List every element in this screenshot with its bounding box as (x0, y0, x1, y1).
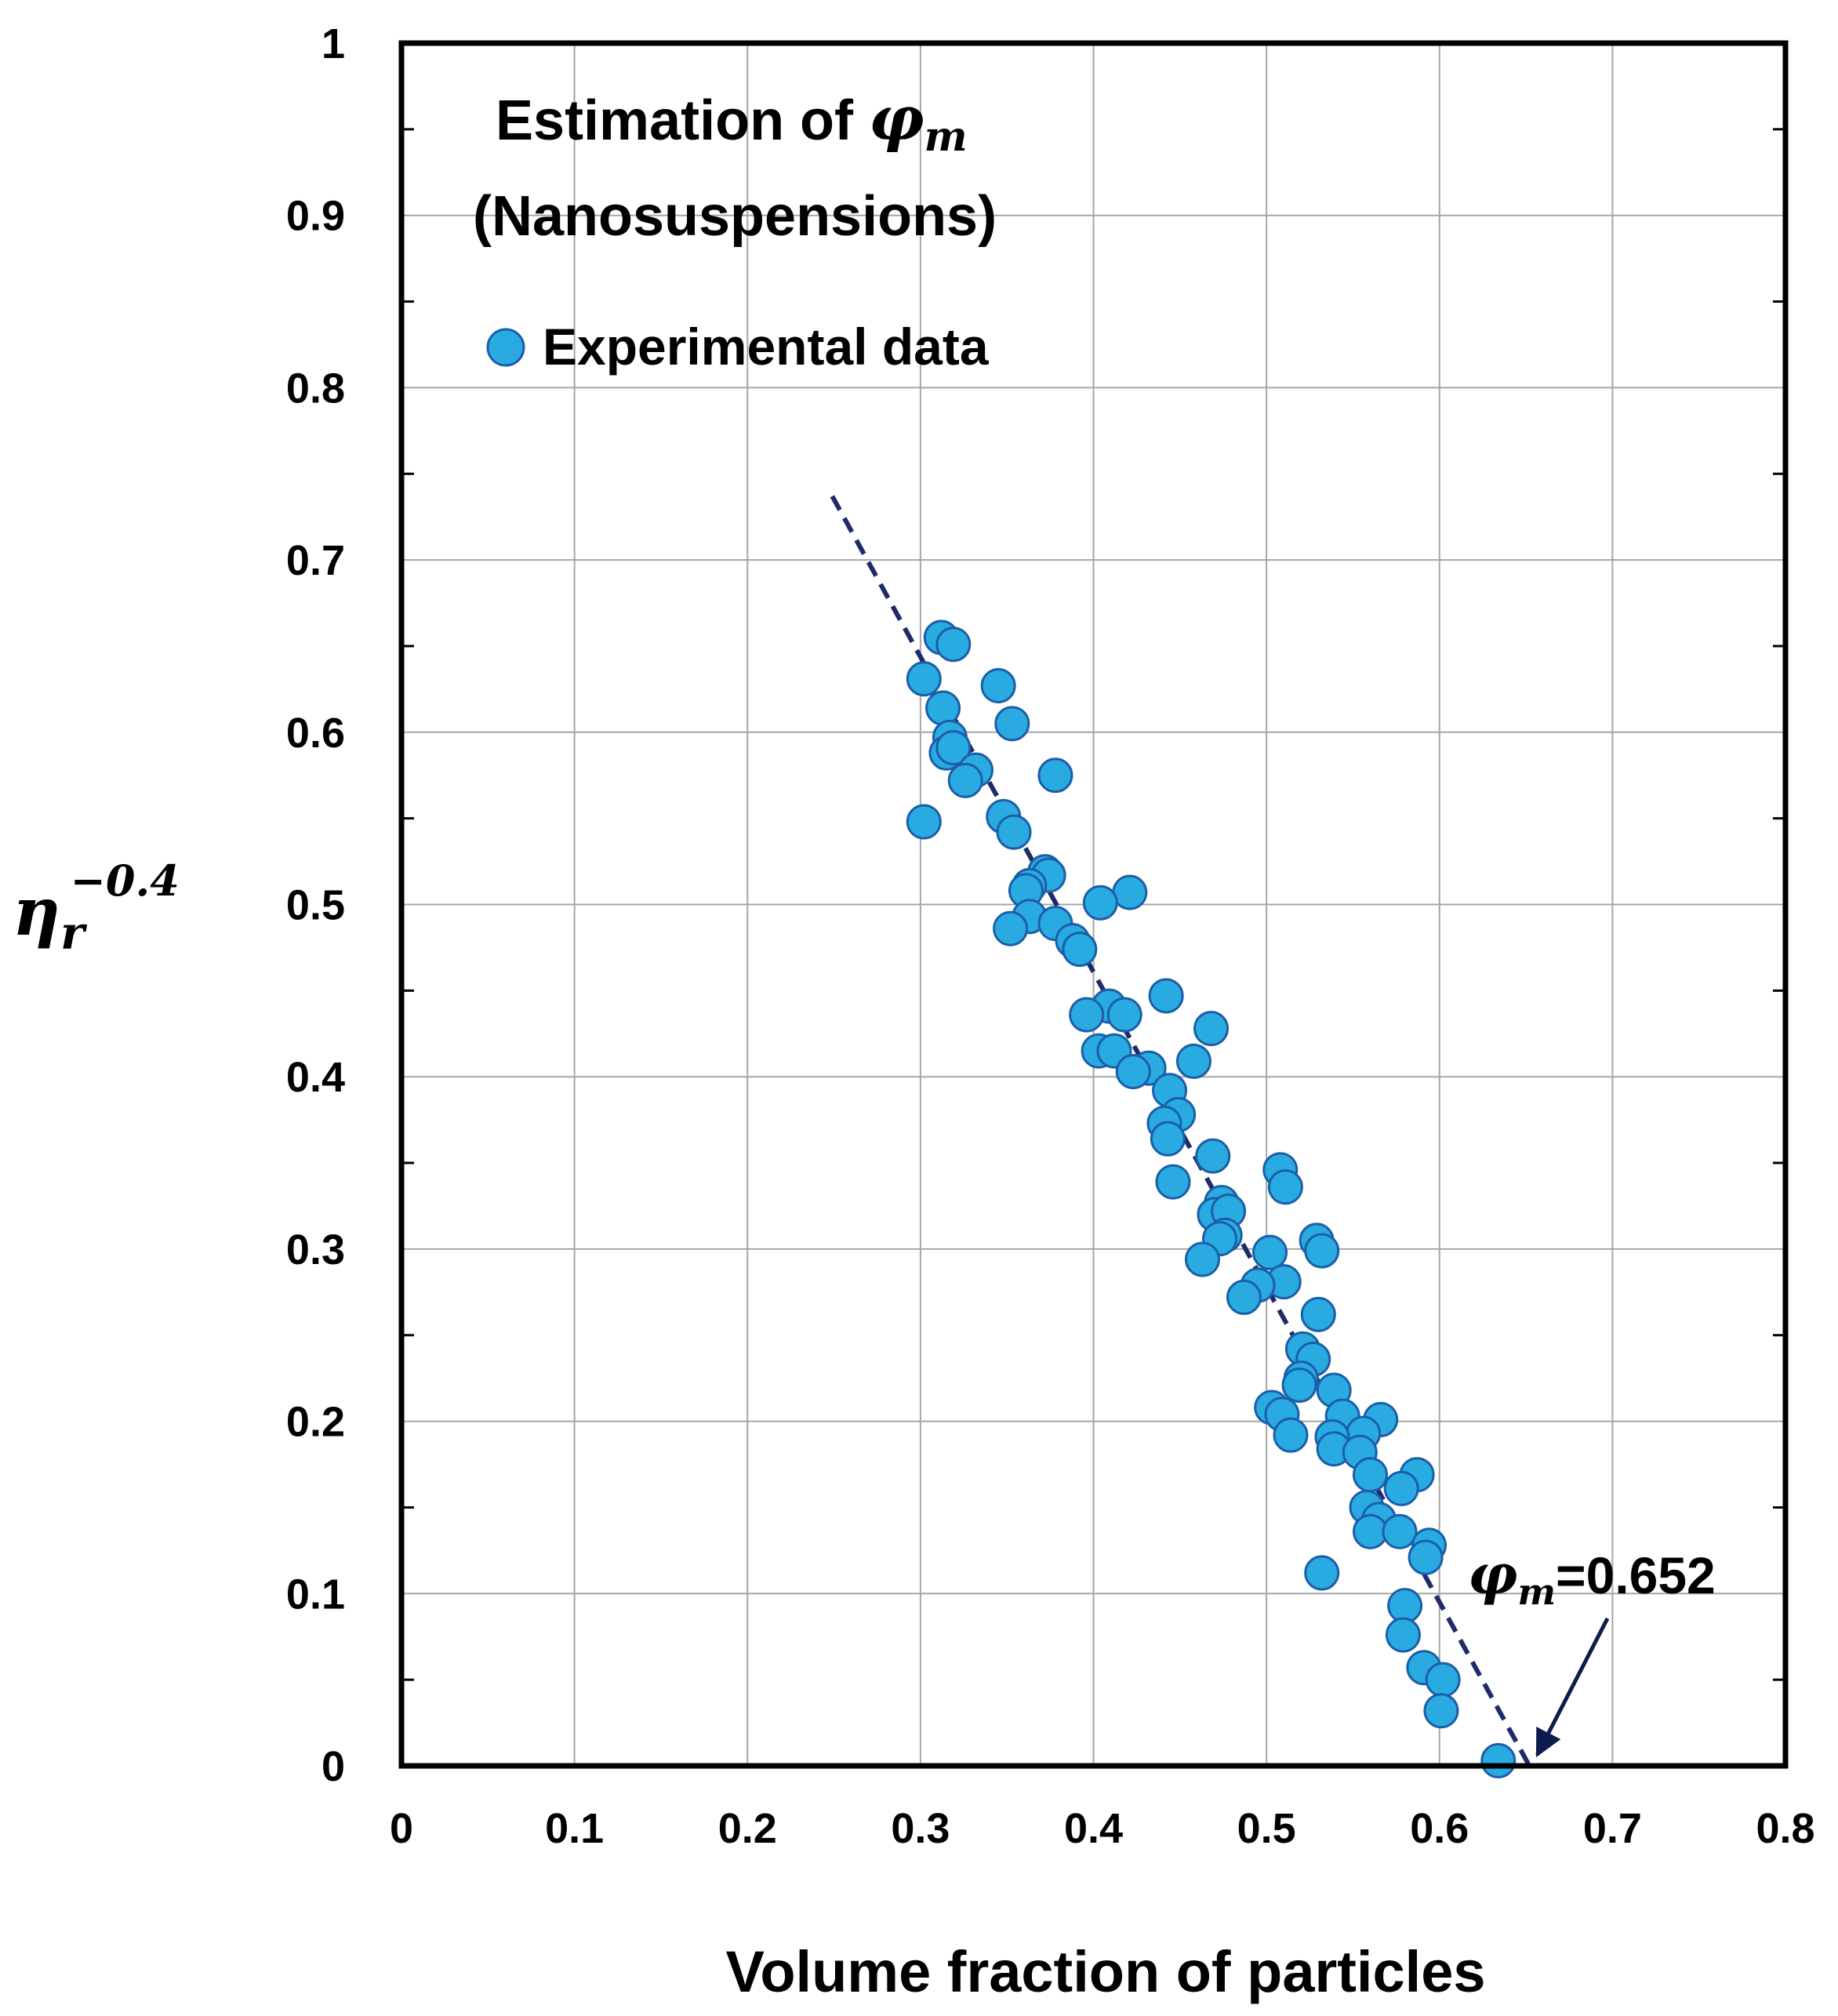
y-tick-label: 0.7 (286, 537, 345, 584)
y-tick-label: 0.8 (286, 365, 345, 412)
y-axis-title-sub: r (60, 906, 88, 960)
y-tick-label: 0.1 (286, 1571, 345, 1618)
data-point (935, 730, 972, 766)
data-point (1112, 874, 1148, 910)
x-tick-label: 0.2 (718, 1805, 777, 1852)
chart-title-symbol: φ (869, 83, 924, 154)
data-point (996, 814, 1032, 850)
annotation-symbol: φ (1468, 1542, 1517, 1607)
y-tick-label: 0 (321, 1743, 345, 1790)
data-point (1281, 1367, 1317, 1403)
y-tick-label: 0.9 (286, 193, 345, 240)
chart-title-symbol-sub: m (924, 113, 968, 161)
x-tick-label: 0.8 (1756, 1805, 1814, 1852)
y-axis-title-sup: −0.4 (71, 855, 180, 906)
data-point (1106, 997, 1142, 1033)
plot-frame (398, 40, 1789, 1769)
data-point (1226, 1279, 1262, 1315)
chart-title: Estimation of φm (496, 83, 968, 161)
data-point (1193, 1011, 1230, 1047)
legend-label: Experimental data (543, 318, 990, 376)
data-point (1353, 1513, 1388, 1549)
y-tick-labels: 0 0.1 0.2 0.3 0.4 0.5 0.6 0.7 0.8 0.9 1 (286, 20, 345, 1790)
data-point (1115, 1054, 1151, 1090)
data-point (1300, 1296, 1336, 1332)
y-tick-label: 0.2 (286, 1399, 345, 1446)
data-point (1184, 1241, 1220, 1277)
y-tick-label: 1 (321, 20, 345, 67)
data-point (1150, 1121, 1186, 1157)
data-point (1252, 1234, 1288, 1270)
data-point (1069, 997, 1105, 1033)
data-point (925, 690, 961, 726)
x-tick-labels: 0 0.1 0.2 0.3 0.4 0.5 0.6 0.7 0.8 (390, 1805, 1815, 1852)
data-point (1304, 1233, 1340, 1269)
annotation-symbol-sub: m (1517, 1571, 1556, 1613)
x-tick-label: 0.5 (1237, 1805, 1296, 1852)
data-point (1082, 884, 1118, 921)
x-tick-label: 0.4 (1064, 1805, 1123, 1852)
data-point (1385, 1617, 1421, 1653)
x-tick-label: 0.3 (891, 1805, 950, 1852)
data-points (906, 619, 1517, 1778)
data-point (1155, 1164, 1191, 1200)
y-tick-label: 0.5 (286, 882, 345, 929)
data-point (1267, 1169, 1303, 1205)
data-point (993, 910, 1029, 946)
phi-m-annotation: φm=0.652 (1468, 1542, 1716, 1613)
data-point (1382, 1513, 1418, 1549)
data-point (1148, 978, 1184, 1014)
data-point (1383, 1470, 1419, 1506)
chart-title-prefix: Estimation of (496, 89, 869, 152)
data-point (1304, 1555, 1340, 1591)
data-point (980, 667, 1016, 703)
data-point (1062, 932, 1098, 968)
data-point (1175, 1043, 1211, 1079)
data-point (1387, 1588, 1423, 1624)
x-tick-label: 0 (390, 1805, 413, 1852)
x-tick-label: 0.7 (1583, 1805, 1642, 1852)
data-point (1423, 1693, 1459, 1729)
data-point (1425, 1662, 1461, 1698)
data-point (947, 762, 983, 798)
data-point (994, 706, 1030, 742)
x-axis-title: Volume fraction of particles (725, 1939, 1485, 2004)
annotation-value: =0.652 (1556, 1546, 1716, 1604)
data-point (1353, 1457, 1388, 1493)
y-tick-label: 0.3 (286, 1226, 345, 1273)
legend-marker (486, 328, 525, 367)
data-point (1195, 1138, 1231, 1174)
data-point (1037, 757, 1073, 794)
x-tick-label: 0.1 (545, 1805, 604, 1852)
y-tick-label: 0.4 (286, 1054, 345, 1101)
annotation-arrow (1535, 1617, 1610, 1758)
data-point (1273, 1417, 1309, 1453)
data-point (906, 804, 942, 840)
data-point (935, 627, 972, 663)
y-axis-title-base: η (13, 873, 60, 950)
chart-subtitle: (Nanosuspensions) (473, 185, 997, 248)
y-tick-label: 0.6 (286, 710, 345, 757)
data-point (906, 661, 942, 697)
data-point (1480, 1742, 1517, 1778)
x-tick-label: 0.6 (1410, 1805, 1469, 1852)
data-point (1408, 1539, 1444, 1575)
y-axis-title: ηr−0.4 (13, 855, 180, 960)
gridlines (401, 43, 1785, 1766)
